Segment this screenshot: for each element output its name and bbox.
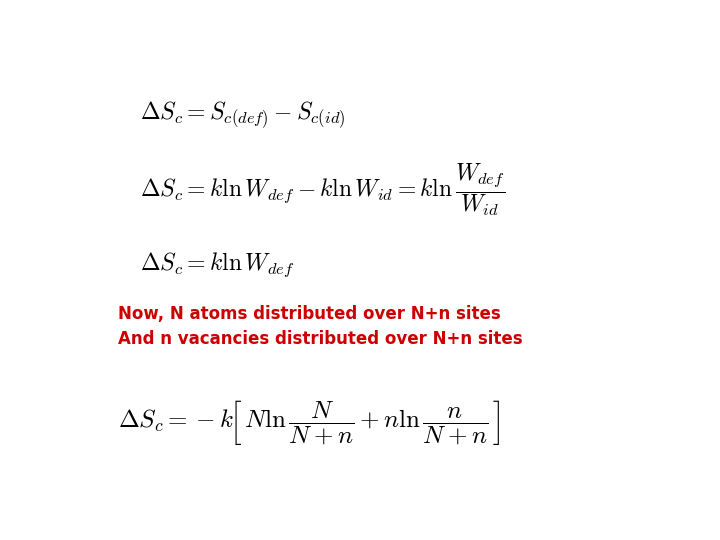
Text: $\Delta S_c = -k\!\left[\,N \ln\dfrac{N}{N+n} + n \ln\dfrac{n}{N+n}\,\right]$: $\Delta S_c = -k\!\left[\,N \ln\dfrac{N}… (118, 398, 500, 447)
Text: $\Delta S_c = S_{c(def)} - S_{c(id)}$: $\Delta S_c = S_{c(def)} - S_{c(id)}$ (140, 99, 346, 130)
Text: Now, N atoms distributed over N+n sites: Now, N atoms distributed over N+n sites (118, 305, 500, 323)
Text: $\Delta S_c = k \ln W_{def} - k \ln W_{id} = k \ln\dfrac{W_{def}}{W_{id}}$: $\Delta S_c = k \ln W_{def} - k \ln W_{i… (140, 161, 505, 218)
Text: $\Delta S_c = k \ln W_{def}$: $\Delta S_c = k \ln W_{def}$ (140, 250, 294, 279)
Text: And n vacancies distributed over N+n sites: And n vacancies distributed over N+n sit… (118, 330, 523, 348)
